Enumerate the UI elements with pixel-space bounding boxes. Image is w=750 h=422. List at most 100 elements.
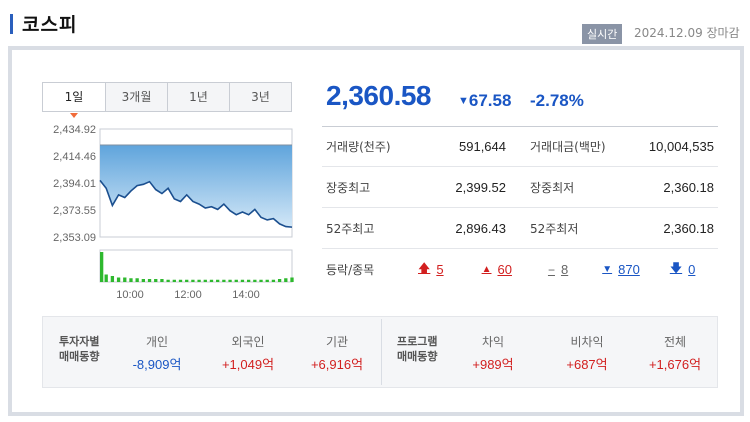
volume-bar: [209, 279, 214, 282]
price-change-value: 67.58: [468, 91, 512, 110]
volume-bar: [123, 277, 127, 282]
institution-value: +6,916억: [310, 357, 364, 372]
volume-bar: [203, 279, 207, 282]
upper-limit-value: 5: [436, 262, 444, 277]
upper-limit-arrow-icon: 🡅: [418, 261, 431, 275]
lower-limit-count[interactable]: 🡇 0: [670, 259, 696, 280]
stats-row-intraday: 장중최고 2,399.52 장중최저 2,360.18: [322, 167, 718, 208]
breadth-label: 등락/종목: [326, 263, 375, 277]
price-block: 2,360.58 ▼67.58 -2.78%: [326, 80, 584, 112]
stats-row-52w: 52주최고 2,896.43 52주최저 2,360.18: [322, 208, 718, 249]
volume-plot-frame: [99, 249, 293, 283]
current-price: 2,360.58: [326, 80, 432, 111]
volume-bar: [135, 278, 139, 282]
chart-svg: 2,434.92 2,414.46 2,394.01 2,373.55 2,353.09…: [53, 124, 294, 301]
market-datetime: 2024.12.09 장마감: [634, 26, 740, 40]
high-value: 2,399.52: [455, 179, 506, 195]
arbitrage-label: 차익: [481, 335, 505, 349]
foreign-label: 외국인: [231, 335, 265, 349]
volume-bar: [222, 279, 226, 282]
y-tick-label: 2,373.55: [53, 205, 96, 217]
volume-bar: [265, 279, 269, 282]
program-total: 전체 +1,676억: [635, 333, 715, 373]
tab-3m[interactable]: 3개월: [105, 83, 167, 111]
y-tick-label: 2,353.09: [53, 232, 96, 244]
low-label: 장중최저: [530, 180, 575, 195]
volume-bar: [197, 279, 201, 282]
period-tabs: 1일 3개월 1년 3년: [42, 82, 292, 118]
x-tick-label: 12:00: [174, 289, 202, 301]
volume-bar: [160, 279, 164, 282]
unchanged-dash-icon: −: [547, 262, 555, 277]
volume-bar: [154, 279, 158, 282]
down-count[interactable]: ▼ 870: [602, 262, 640, 277]
w52-low-label: 52주최저: [530, 221, 579, 236]
volume-bar: [191, 279, 195, 282]
up-count[interactable]: ▲ 60: [482, 262, 512, 277]
intraday-chart: 2,434.92 2,414.46 2,394.01 2,373.55 2,353.09…: [12, 124, 312, 310]
tab-1y[interactable]: 1년: [167, 83, 229, 111]
arbitrage-value: +989억: [472, 357, 514, 372]
w52-low-value: 2,360.18: [663, 220, 714, 236]
tab-1d[interactable]: 1일: [43, 83, 105, 118]
volume-bar: [172, 279, 176, 282]
stats-row-breadth: 등락/종목 🡅 5 ▲ 60 −8 ▼ 870 🡇 0: [322, 249, 718, 290]
program-arbitrage: 차익 +989억: [453, 333, 533, 373]
volume-bar: [147, 279, 152, 282]
realtime-badge: 실시간: [582, 24, 623, 44]
tab-3y[interactable]: 3년: [229, 83, 291, 111]
lower-limit-value: 0: [688, 262, 696, 277]
amount-value: 10,004,535: [648, 139, 714, 154]
investor-label-1: 투자자별: [59, 335, 100, 348]
foreign-value: +1,049억: [221, 357, 275, 372]
w52-high-value: 2,896.43: [455, 220, 506, 236]
program-label-2: 매매동향: [397, 350, 438, 363]
nonarbitrage-value: +687억: [566, 357, 608, 372]
y-tick-label: 2,394.01: [53, 178, 96, 190]
volume-bar: [253, 279, 257, 282]
breadth-counts: 🡅 5 ▲ 60 −8 ▼ 870 🡇 0: [412, 259, 714, 280]
w52-high-label: 52주최고: [326, 221, 375, 236]
decline-area: [100, 145, 292, 228]
page-title: 코스피: [22, 14, 78, 36]
low-value: 2,360.18: [663, 179, 714, 195]
down-triangle-icon: ▼: [458, 95, 469, 107]
volume-bar: [110, 276, 115, 282]
unchanged-count[interactable]: −8: [548, 262, 568, 277]
volume-bar: [246, 279, 251, 282]
volume-bar: [129, 278, 133, 282]
volume-bar: [185, 279, 189, 282]
investor-individual: 개인 -8,909억: [117, 333, 197, 373]
program-total-label: 전체: [663, 335, 687, 349]
down-value: 870: [618, 262, 640, 277]
price-change-percent: -2.78%: [530, 91, 584, 110]
trading-trends: 투자자별 매매동향 개인 -8,909억 외국인 +1,049억 기관 +6,9…: [42, 316, 718, 388]
volume-bar: [240, 279, 245, 282]
lower-limit-arrow-icon: 🡇: [669, 261, 683, 275]
investor-foreign: 외국인 +1,049억: [208, 333, 288, 373]
volume-bar: [271, 279, 276, 282]
up-triangle-icon: ▲: [481, 264, 492, 275]
unchanged-value: 8: [560, 262, 569, 277]
volume-bar: [259, 279, 263, 282]
index-panel: 1일 3개월 1년 3년 2,434.92 2,414.46 2,394.01 2,3…: [8, 46, 744, 416]
page-header: 코스피 실시간 2024.12.09 장마감: [8, 10, 748, 44]
title-accent-bar: [10, 14, 13, 34]
price-line: [99, 179, 293, 228]
investor-institution: 기관 +6,916억: [297, 333, 377, 373]
x-tick-label: 14:00: [232, 289, 260, 301]
program-label-1: 프로그램: [397, 335, 438, 348]
stats-table: 거래량(천주) 591,644 거래대금(백만) 10,004,535 장중최고…: [322, 126, 718, 290]
x-tick-label: 10:00: [116, 289, 144, 301]
volume-bar: [277, 279, 282, 282]
volume-bar: [166, 279, 170, 282]
program-total-value: +1,676억: [648, 357, 702, 372]
upper-limit-count[interactable]: 🡅 5: [418, 259, 444, 280]
volume-value: 591,644: [459, 139, 506, 154]
individual-label: 개인: [145, 335, 169, 349]
program-trend-label: 프로그램 매매동향: [397, 334, 437, 364]
amount-label: 거래대금(백만): [530, 140, 606, 154]
down-triangle-icon: ▼: [602, 264, 613, 275]
volume-bar: [116, 277, 121, 282]
program-nonarbitrage: 비차익 +687억: [547, 333, 627, 373]
